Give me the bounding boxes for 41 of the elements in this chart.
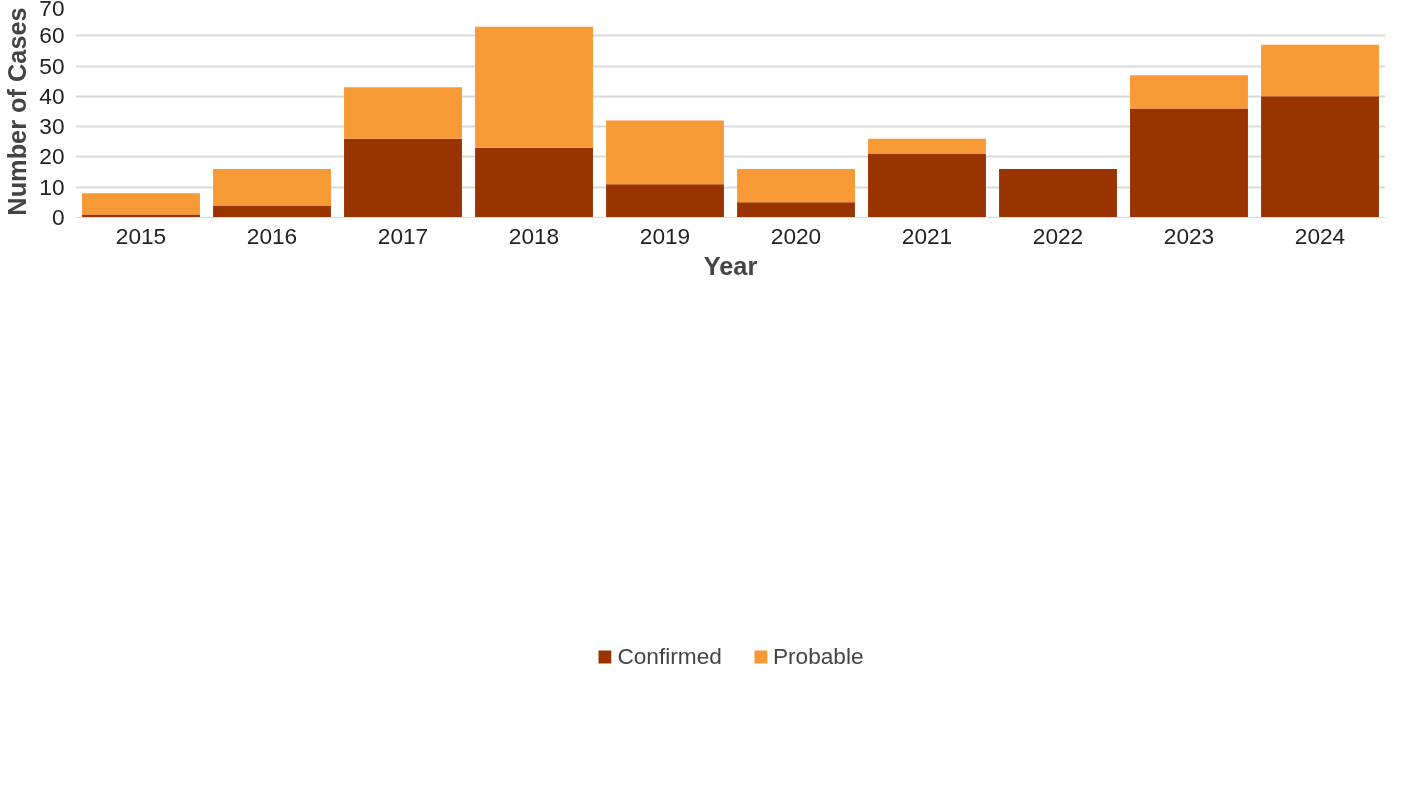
bar xyxy=(82,214,200,218)
y-tick-label: 0 xyxy=(51,204,65,230)
x-tick-label: 2017 xyxy=(377,222,429,249)
x-tick-label: 2019 xyxy=(639,222,691,249)
bar xyxy=(82,193,200,215)
x-tick-label: 2022 xyxy=(1032,222,1084,249)
y-tick-label: 50 xyxy=(39,52,65,79)
bar xyxy=(344,87,462,139)
y-tick-label: 20 xyxy=(39,143,65,170)
x-tick-label: 2016 xyxy=(246,222,298,249)
bar xyxy=(606,120,724,185)
y-tick-label: 30 xyxy=(39,113,65,140)
bar xyxy=(1261,44,1379,97)
y-tick-label: 60 xyxy=(39,22,65,49)
bar xyxy=(1130,75,1248,109)
bar xyxy=(868,153,986,218)
y-tick-label: 70 xyxy=(39,0,65,21)
y-tick-label: 10 xyxy=(39,173,65,200)
y-axis-title: Number of Cases xyxy=(3,7,32,216)
bar xyxy=(868,138,986,154)
bar xyxy=(737,202,855,218)
x-axis-title: Year xyxy=(703,251,758,280)
bar xyxy=(213,169,331,206)
legend-label: Confirmed xyxy=(617,642,722,670)
x-tick-label: 2023 xyxy=(1163,222,1215,249)
x-tick-label: 2024 xyxy=(1294,222,1346,249)
bar xyxy=(344,138,462,218)
bar xyxy=(999,169,1117,218)
bar xyxy=(737,169,855,203)
legend-label: Probable xyxy=(772,642,864,670)
x-tick-label: 2018 xyxy=(508,222,560,249)
bar xyxy=(1261,96,1379,218)
x-tick-label: 2020 xyxy=(770,222,822,249)
bar xyxy=(475,147,593,218)
x-tick-label: 2021 xyxy=(901,222,953,249)
bar xyxy=(606,184,724,218)
x-tick-label: 2015 xyxy=(115,222,167,249)
bar xyxy=(213,205,331,218)
bar xyxy=(475,26,593,148)
bar xyxy=(1130,108,1248,218)
y-tick-label: 40 xyxy=(39,82,65,109)
